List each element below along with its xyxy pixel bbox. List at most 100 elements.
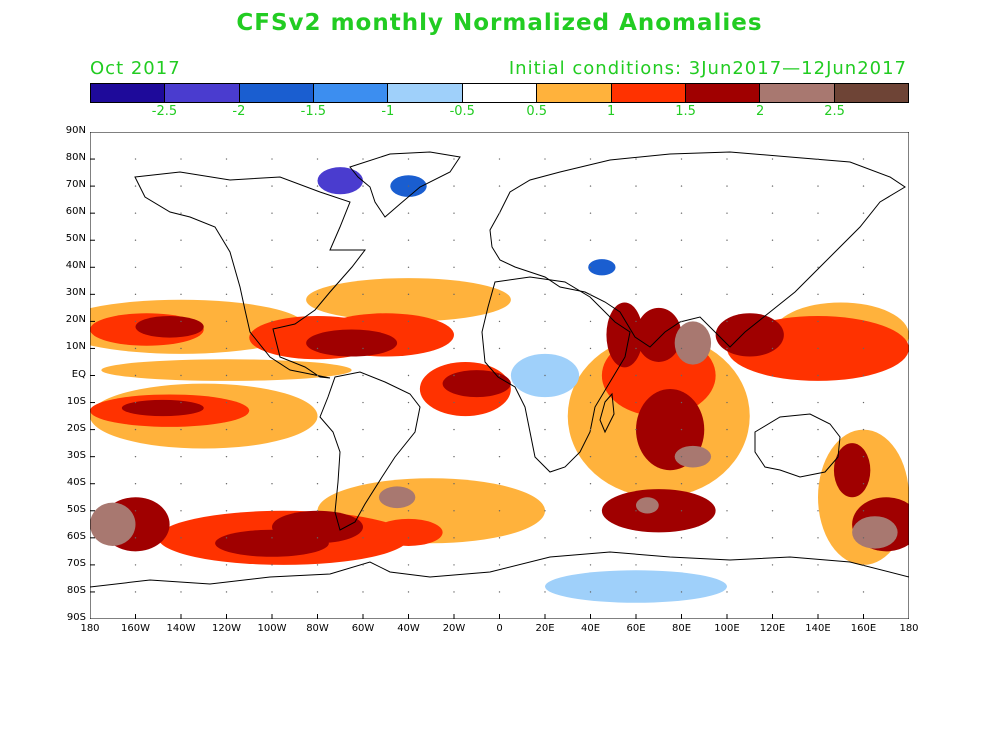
grid-dot (726, 537, 728, 539)
lat-label: 70S (66, 557, 86, 569)
grid-dot (407, 537, 410, 539)
grid-dot (225, 483, 228, 485)
anomaly-region (588, 259, 616, 276)
grid-dot (271, 537, 273, 539)
grid-dot (680, 374, 683, 377)
grid-dot (589, 455, 592, 458)
grid-dot (453, 483, 455, 485)
anomaly-region (374, 518, 443, 546)
lat-label: 80S (66, 584, 86, 596)
grid-dot (362, 266, 364, 268)
grid-dot (225, 347, 228, 350)
grid-dot (771, 537, 774, 539)
anomaly-map (90, 132, 909, 619)
grid-dot (316, 374, 319, 377)
grid-dot (771, 347, 774, 350)
grid-dot (635, 401, 637, 404)
grid-dot (134, 591, 137, 593)
grid-dot (589, 428, 592, 431)
grid-dot (271, 591, 273, 593)
grid-dot (862, 374, 865, 377)
grid-dot (635, 483, 637, 485)
anomaly-region (306, 329, 398, 357)
grid-dot (134, 320, 137, 323)
anomaly-region (833, 443, 871, 498)
coastline-south-america (319, 371, 421, 531)
grid-dot (134, 564, 137, 566)
coastlines (90, 151, 909, 588)
grid-dot (635, 428, 637, 431)
grid-dot (544, 401, 546, 404)
grid-dot (771, 266, 774, 268)
grid-dot (180, 320, 182, 323)
grid-dot (680, 591, 683, 593)
grid-dot (680, 510, 683, 512)
grid-dot (271, 185, 273, 187)
grid-dot (544, 320, 546, 323)
colorbar-tick-label: -2.5 (151, 104, 178, 119)
grid-dot (362, 158, 364, 160)
grid-dot (498, 320, 501, 323)
anomaly-region (378, 486, 416, 509)
grid-dot (407, 293, 410, 296)
anomaly-region (606, 302, 643, 368)
grid-dot (180, 510, 182, 512)
grid-dot (180, 537, 182, 539)
anomaly-region (442, 370, 511, 398)
grid-dot (180, 185, 182, 187)
anomaly-region (121, 399, 204, 417)
grid-dot (680, 239, 683, 241)
grid-dot (407, 483, 410, 485)
grid-dot (544, 185, 546, 187)
grid-dot (635, 347, 637, 350)
grid-dot (862, 347, 865, 350)
grid-dot (407, 185, 410, 187)
grid-dot (635, 185, 637, 187)
grid-dot (498, 537, 501, 539)
grid-dot (817, 212, 819, 214)
anomaly-region (101, 359, 352, 381)
grid-dot (544, 455, 546, 458)
grid-dot (180, 158, 182, 160)
grid-dot (271, 266, 273, 268)
anomaly-region (674, 321, 712, 365)
grid-dot (498, 158, 501, 160)
grid-dot (316, 591, 319, 593)
grid-dot (453, 320, 455, 323)
anomaly-region (852, 516, 898, 549)
grid-dot (453, 239, 455, 241)
coastline-greenland (349, 151, 461, 218)
grid-dot (362, 510, 364, 512)
grid-dot (680, 266, 683, 268)
grid-dot (498, 347, 501, 350)
grid-dot (771, 591, 774, 593)
grid-dot (680, 212, 683, 214)
grid-dot (225, 212, 228, 214)
grid-dot (407, 374, 410, 377)
grid-dot (407, 455, 410, 458)
grid-dot (180, 591, 182, 593)
lon-label: 100E (714, 623, 740, 634)
grid-dot (771, 374, 774, 377)
colorbar-tick-label: 1 (607, 104, 616, 119)
lon-label: 80W (306, 623, 329, 634)
grid-dot (726, 564, 728, 566)
grid-dot (362, 401, 364, 404)
map-title: CFSv2 monthly Normalized Anomalies (236, 10, 763, 36)
grid-dot (453, 455, 455, 458)
grid-dot (862, 455, 865, 458)
colorbar-tick-label: 0.5 (526, 104, 548, 119)
lon-label: 0 (496, 623, 503, 634)
grid-dot (225, 401, 228, 404)
lon-label: 20E (535, 623, 555, 634)
grid-dot (362, 374, 364, 377)
grid-dot (589, 591, 592, 593)
anomaly-region (272, 510, 363, 544)
grid-dot (680, 320, 683, 323)
grid-dot (817, 564, 819, 566)
colorbar-tick-label: -1.5 (300, 104, 327, 119)
grid-dot (726, 510, 728, 512)
grid-dot (453, 537, 455, 539)
grid-dot (680, 401, 683, 404)
grid-dot (680, 537, 683, 539)
